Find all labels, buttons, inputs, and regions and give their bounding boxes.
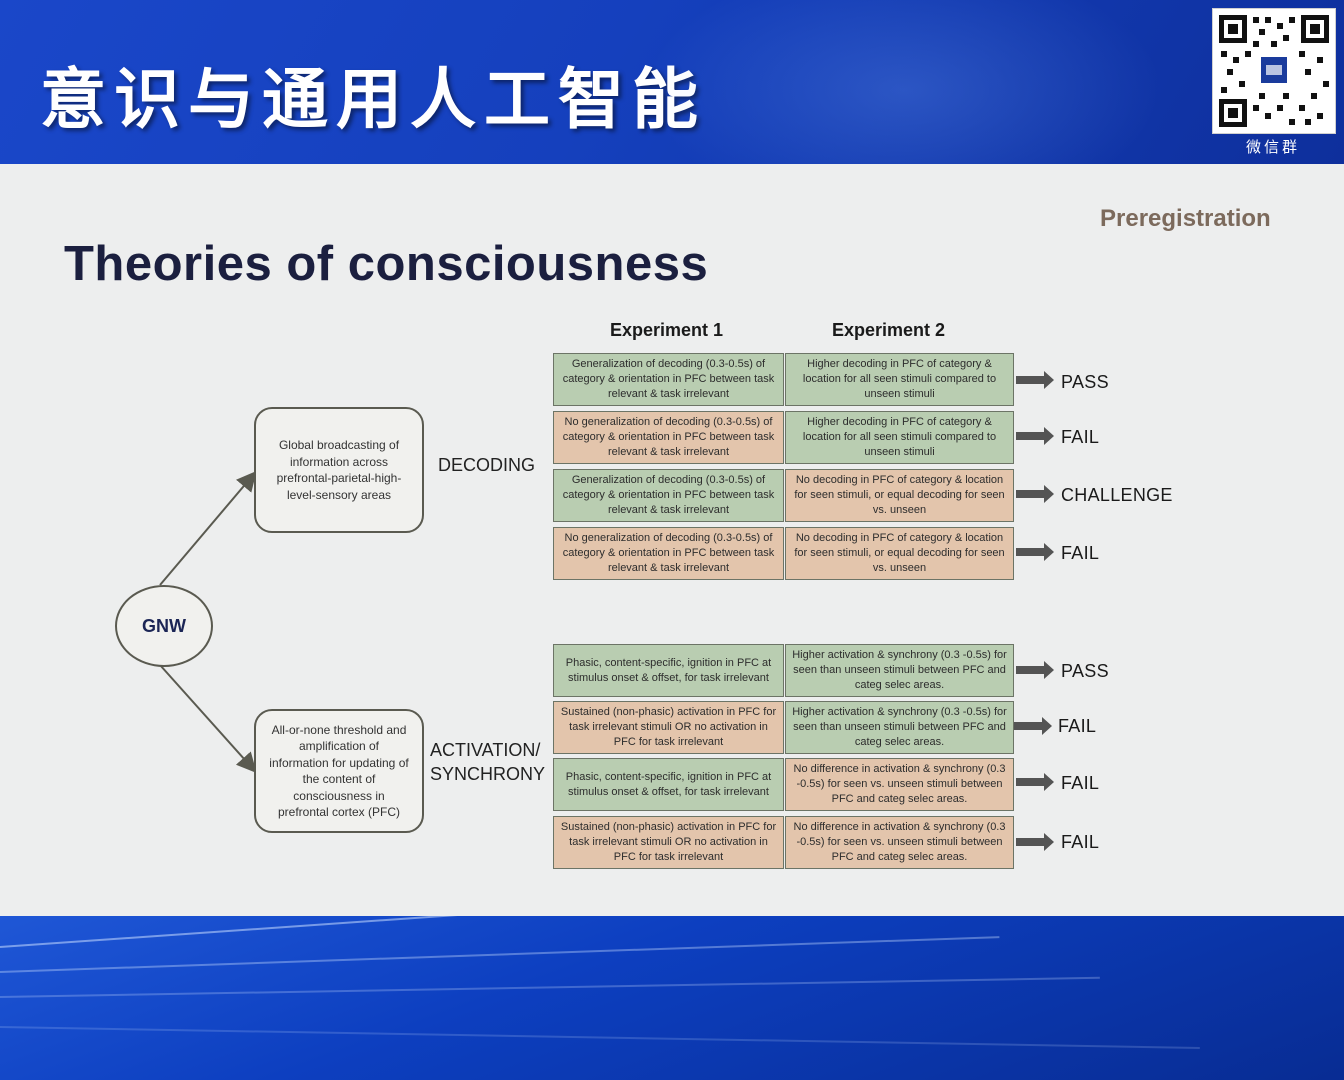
activation-row-1-exp2: Higher activation & synchrony (0.3 -0.5s… (785, 644, 1014, 697)
activation-row-4-exp2: No difference in activation & synchrony … (785, 816, 1014, 869)
qr-code-icon (1213, 9, 1335, 133)
connector-gnw-to-decoding (159, 470, 257, 586)
header-banner: 意识与通用人工智能 (0, 0, 1344, 164)
decoding-row-3-outcome: CHALLENGE (1061, 485, 1173, 505)
activation-row-4-outcome: FAIL (1061, 832, 1100, 852)
activation-row-4-exp1: Sustained (non-phasic) activation in PFC… (553, 816, 784, 869)
decoding-row-3-exp1: Generalization of decoding (0.3-0.5s) of… (553, 469, 784, 522)
arrow-icon (1016, 371, 1054, 389)
activation-row-2-exp1: Sustained (non-phasic) activation in PFC… (553, 701, 784, 754)
decoding-row-1-exp1: Generalization of decoding (0.3-0.5s) of… (553, 353, 784, 406)
activation-row-2-outcome: FAIL (1058, 716, 1097, 736)
qr-code (1212, 8, 1336, 134)
column-header-experiment-2: Experiment 2 (832, 320, 946, 340)
decoding-row-2-exp1: No generalization of decoding (0.3-0.5s)… (553, 411, 784, 464)
activation-row-3-exp1: Phasic, content-specific, ignition in PF… (553, 758, 784, 811)
branch-label-line: SYNCHRONY (430, 764, 546, 784)
preregistration-tag: Preregistration (1100, 205, 1271, 232)
activation-row-3-exp2: No difference in activation & synchrony … (785, 758, 1014, 811)
decorative-streak (0, 936, 1000, 973)
decoding-row-1-outcome: PASS (1061, 372, 1109, 392)
decoding-row-4-exp2: No decoding in PFC of category & locatio… (785, 527, 1014, 580)
branch-label-line: ACTIVATION/ (430, 740, 541, 760)
column-header-experiment-1: Experiment 1 (610, 320, 724, 340)
gnw-node: GNW (115, 585, 213, 667)
branch-label-activation: ACTIVATION/ SYNCHRONY (430, 738, 546, 786)
arrow-icon (1016, 833, 1054, 851)
decoding-row-2-outcome: FAIL (1061, 427, 1100, 447)
footer-banner (0, 916, 1344, 1080)
outcome-arrows (1014, 371, 1054, 851)
activation-row-2-exp2: Higher activation & synchrony (0.3 -0.5s… (785, 701, 1014, 754)
decoding-row-1-exp2: Higher decoding in PFC of category & loc… (785, 353, 1014, 406)
decoding-row-4-outcome: FAIL (1061, 543, 1100, 563)
decorative-streak (0, 916, 898, 948)
decoding-row-3-exp2: No decoding in PFC of category & locatio… (785, 469, 1014, 522)
decorative-streak (0, 1026, 1200, 1049)
arrow-icon (1016, 485, 1054, 503)
decoding-row-2-exp2: Higher decoding in PFC of category & loc… (785, 411, 1014, 464)
decoding-row-4-exp1: No generalization of decoding (0.3-0.5s)… (553, 527, 784, 580)
activation-row-1-outcome: PASS (1061, 661, 1109, 681)
theory-box-decoding: Global broadcasting of information acros… (254, 407, 424, 533)
qr-label: 微信群 (1245, 138, 1300, 156)
decorative-streak (0, 976, 1100, 998)
arrow-icon (1016, 661, 1054, 679)
activation-row-3-outcome: FAIL (1061, 773, 1100, 793)
slide-heading: Theories of consciousness (64, 237, 709, 291)
branch-label-decoding: DECODING (438, 455, 536, 475)
arrow-icon (1016, 543, 1054, 561)
page-title: 意识与通用人工智能 (40, 61, 706, 138)
activation-row-1-exp1: Phasic, content-specific, ignition in PF… (553, 644, 784, 697)
arrow-icon (1014, 717, 1052, 735)
arrow-icon (1016, 773, 1054, 791)
arrow-icon (1016, 427, 1054, 445)
theory-box-activation: All-or-none threshold and amplification … (254, 709, 424, 833)
connector-gnw-to-activation (159, 664, 257, 773)
